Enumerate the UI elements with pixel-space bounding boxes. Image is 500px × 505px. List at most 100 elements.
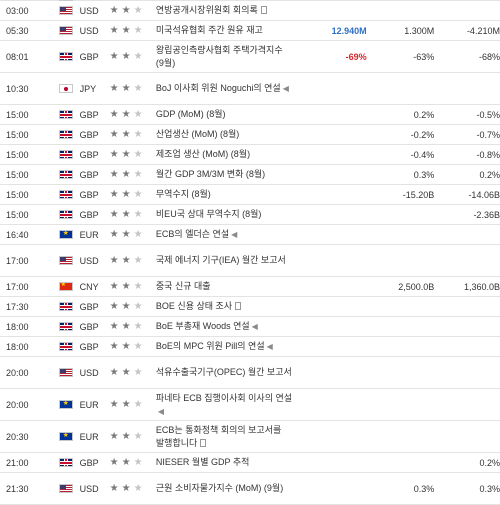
event-title[interactable]: 파네타 ECB 집행이사회 이사의 연설	[155, 392, 293, 403]
event-name[interactable]: 10년물 국채 입찰	[156, 0, 299, 3]
event-row[interactable]: 05:30 USD ★ ★ ★ 미국석유협회 주간 원유 재고 12.940M 1.300M -…	[0, 21, 500, 41]
event-title[interactable]: 무역수지 (8월)	[155, 189, 211, 199]
event-name[interactable]: BoJ 이사회 위원 Noguchi의 연설 ◀	[156, 82, 299, 95]
event-name[interactable]: 무역수지 (8월)	[156, 188, 299, 201]
usa-flag-icon	[58, 368, 73, 377]
event-name[interactable]: 근원 소비자물가지수 (MoM) (9월)	[156, 482, 299, 495]
event-row[interactable]: 20:30EUR★★★ECB는 통화정책 회의의 보고서를 발행합니다	[0, 421, 500, 453]
event-name[interactable]: ECB의 엘더슨 연설 ◀	[156, 228, 299, 241]
star-icon: ★	[109, 5, 119, 16]
event-name[interactable]: 제조업 생산 (MoM) (8월)	[156, 148, 299, 161]
event-name[interactable]: BoE의 MPC 위원 Pill의 연설 ◀	[156, 340, 299, 353]
event-title[interactable]: 근원 소비자물가지수 (MoM) (9월)	[155, 483, 284, 493]
event-row[interactable]: 21:30 USD ★ ★ ★ 근원 소비자물가지수 (MoM) (9월) 0.3% 0.3%	[0, 473, 500, 505]
event-time: 17:00	[6, 281, 29, 292]
event-row[interactable]: 15:00 GBP ★ ★ ★ 무역수지 (8월) -15.20B -14.06B	[0, 185, 500, 205]
star-icon: ★	[109, 301, 119, 312]
event-title[interactable]: 왕립공인측량사협회 주택가격지수 (9월)	[155, 44, 283, 68]
event-name[interactable]: 국제 에너지 기구(IEA) 월간 보고서	[156, 254, 299, 267]
event-title[interactable]: 미국석유협회 주간 원유 재고	[155, 25, 263, 35]
star-icon: ★	[121, 229, 131, 240]
importance-rating: ★★★	[109, 110, 156, 120]
event-time: 15:00	[6, 169, 29, 180]
star-icon: ★	[121, 109, 131, 120]
event-title[interactable]: 제조업 생산 (MoM) (8월)	[155, 149, 251, 159]
event-row[interactable]: 15:00 GBP ★ ★ ★ 월간 GDP 3M/3M 변화 (8월) 0.3% 0.2%	[0, 165, 500, 185]
event-row[interactable]: 18:00 GBP ★ ★ ★ BoE 부총재 Woods 연설 ◀	[0, 317, 500, 337]
event-name[interactable]: 미국석유협회 주간 원유 재고	[156, 24, 299, 37]
gbp-flag-icon	[58, 458, 73, 467]
star-icon: ★	[121, 321, 131, 332]
forecast-value: 1.300M	[404, 25, 435, 36]
event-name[interactable]: 연방공개시장위원회 회의록	[156, 4, 299, 17]
event-title[interactable]: BoJ 이사회 위원 Noguchi의 연설	[155, 83, 281, 93]
event-row[interactable]: 20:00EUR★★★파네타 ECB 집행이사회 이사의 연설◀	[0, 389, 500, 421]
star-icon: ★	[133, 399, 143, 410]
event-row[interactable]: 17:00 USD ★ ★ ★ 국제 에너지 기구(IEA) 월간 보고서	[0, 245, 500, 277]
star-icon: ★	[133, 0, 144, 1]
event-title[interactable]: ECB의 엘더슨 연설	[155, 229, 230, 239]
previous-value: 0.2%	[479, 169, 500, 180]
event-row[interactable]: 15:00 GBP ★ ★ ★ GDP (MoM) (8월) 0.2% -0.5%	[0, 105, 500, 125]
star-icon: ★	[133, 483, 143, 494]
event-name[interactable]: BOE 신용 상태 조사	[156, 300, 299, 313]
event-row[interactable]: 20:00 USD ★ ★ ★ 석유수출국기구(OPEC) 월간 보고서	[0, 357, 500, 389]
currency-code: USD	[79, 25, 99, 36]
star-icon: ★	[109, 109, 119, 120]
event-name[interactable]: NIESER 월별 GDP 추적	[156, 456, 299, 469]
jpy-flag-icon	[58, 84, 73, 93]
currency-code: GBP	[79, 457, 99, 468]
star-icon: ★	[133, 301, 143, 312]
event-name[interactable]: BoE 부총재 Woods 연설 ◀	[156, 320, 299, 333]
event-row[interactable]: 10:30 JPY ★ ★ ★ BoJ 이사회 위원 Noguchi의 연설 ◀	[0, 73, 500, 105]
event-title[interactable]: 월간 GDP 3M/3M 변화 (8월)	[155, 169, 266, 179]
event-title[interactable]: 비EU국 상대 무역수지 (8월)	[155, 209, 262, 219]
event-name[interactable]: 왕립공인측량사협회 주택가격지수 (9월)	[156, 44, 299, 70]
event-row[interactable]: 17:00CNY★★★중국 신규 대출2,500.0B1,360.0B	[0, 277, 500, 297]
importance-rating: ★★★	[109, 170, 156, 180]
event-row[interactable]: 15:00 GBP ★ ★ ★ 제조업 생산 (MoM) (8월) -0.4% -0.8%	[0, 145, 500, 165]
event-title[interactable]: 10년물 국채 입찰	[156, 0, 221, 1]
importance-rating: ★★★	[109, 6, 156, 16]
event-title[interactable]: 중국 신규 대출	[155, 281, 211, 291]
event-title[interactable]: BOE 신용 상태 조사	[155, 301, 233, 311]
event-name[interactable]: ECB는 통화정책 회의의 보고서를 발행합니다	[156, 424, 299, 450]
event-row[interactable]: 15:00 GBP ★ ★ ★ 산업생산 (MoM) (8월) -0.2% -0.7%	[0, 125, 500, 145]
event-title[interactable]: NIESER 월별 GDP 추적	[155, 457, 250, 467]
event-row[interactable]: 15:00 GBP ★ ★ ★ 비EU국 상대 무역수지 (8월) -2.36B	[0, 205, 500, 225]
speaker-icon: ◀	[251, 322, 258, 331]
event-row[interactable]: 18:00 GBP ★ ★ ★ BoE의 MPC 위원 Pill의 연설 ◀	[0, 337, 500, 357]
event-row[interactable]: 17:30 GBP ★ ★ ★ BOE 신용 상태 조사	[0, 297, 500, 317]
cny-flag-icon	[58, 281, 73, 291]
event-title[interactable]: BoE 부총재 Woods 연설	[155, 321, 250, 331]
event-row[interactable]: 21:00 GBP ★ ★ ★ NIESER 월별 GDP 추적 0.2%	[0, 453, 500, 473]
importance-rating: ★★★	[109, 26, 156, 36]
event-name[interactable]: 석유수출국기구(OPEC) 월간 보고서	[156, 366, 299, 379]
event-time: 10:30	[6, 83, 29, 94]
event-name[interactable]: GDP (MoM) (8월)	[156, 108, 299, 121]
star-icon: ★	[121, 255, 131, 266]
event-title[interactable]: 산업생산 (MoM) (8월)	[155, 129, 240, 139]
event-title[interactable]: BoE의 MPC 위원 Pill의 연설	[155, 341, 265, 351]
forecast-value: 0.2%	[413, 109, 435, 120]
star-icon: ★	[133, 129, 143, 140]
event-name[interactable]: 비EU국 상대 무역수지 (8월)	[156, 208, 299, 221]
event-name[interactable]: 중국 신규 대출	[156, 280, 299, 293]
importance-rating: ★★★	[109, 230, 156, 240]
event-row[interactable]: 16:40EUR★★★ECB의 엘더슨 연설◀	[0, 225, 500, 245]
event-name[interactable]: 파네타 ECB 집행이사회 이사의 연설 ◀	[156, 392, 299, 418]
event-title[interactable]: 국제 에너지 기구(IEA) 월간 보고서	[155, 255, 286, 265]
star-icon: ★	[121, 431, 131, 442]
event-name[interactable]: 월간 GDP 3M/3M 변화 (8월)	[156, 168, 299, 181]
event-row[interactable]: 08:01 GBP ★ ★ ★ 왕립공인측량사협회 주택가격지수 (9월) -69% -63%…	[0, 41, 500, 73]
event-title[interactable]: GDP (MoM) (8월)	[155, 109, 226, 119]
previous-value: 1,360.0B	[463, 281, 500, 292]
event-title[interactable]: 연방공개시장위원회 회의록	[155, 5, 258, 15]
currency-code: USD	[80, 0, 109, 1]
event-name[interactable]: 산업생산 (MoM) (8월)	[156, 128, 299, 141]
event-title[interactable]: ECB는 통화정책 회의의 보고서를 발행합니다	[155, 424, 282, 448]
usa-flag-icon	[58, 0, 73, 1]
event-title[interactable]: 석유수출국기구(OPEC) 월간 보고서	[155, 367, 292, 377]
event-row[interactable]: 03:00 USD ★ ★ ★ 연방공개시장위원회 회의록	[0, 1, 500, 21]
